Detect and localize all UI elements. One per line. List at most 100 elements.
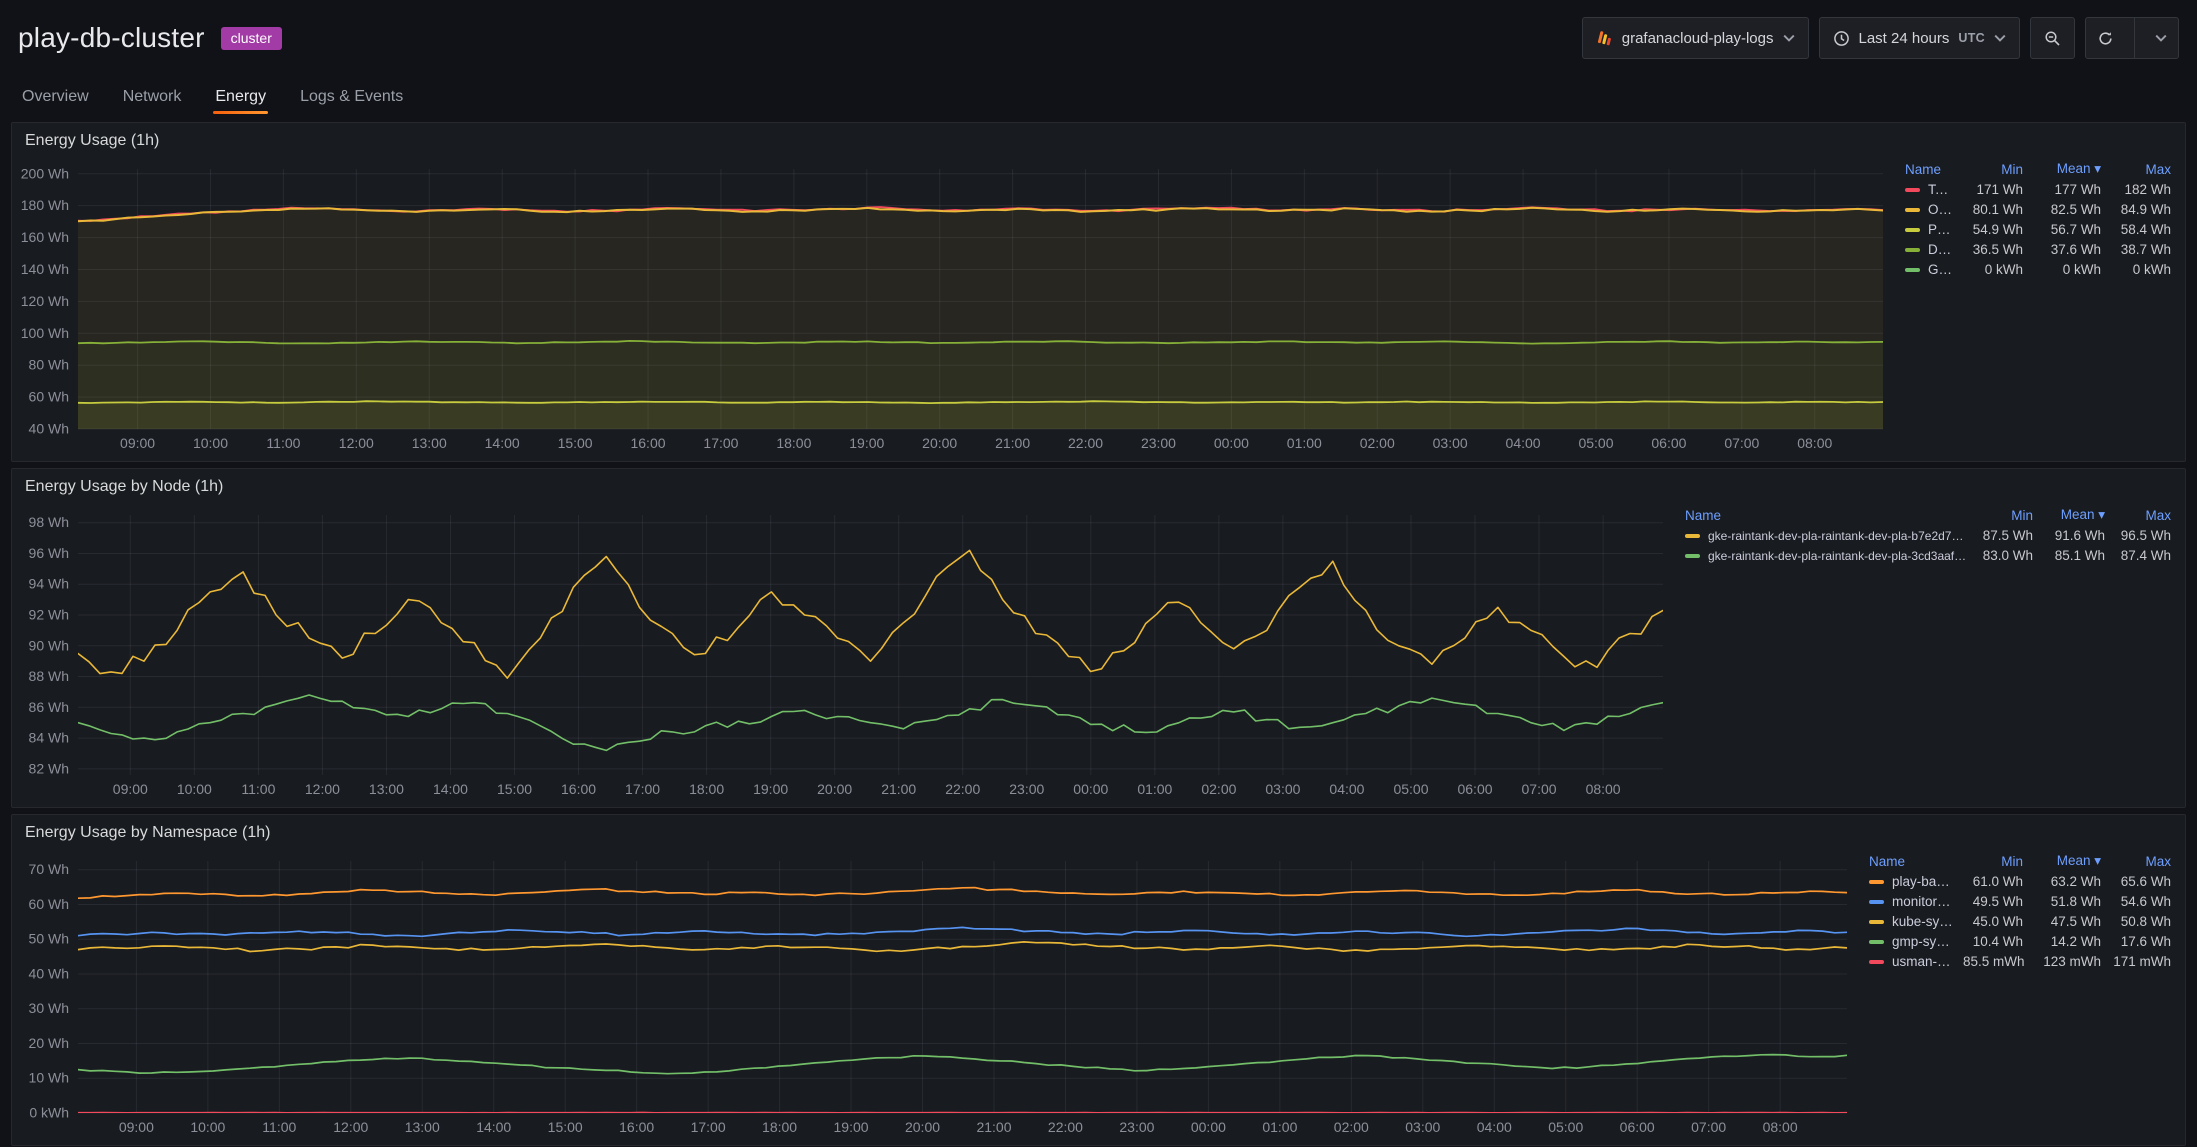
- legend-item-gmp-system[interactable]: gmp-system: [1869, 934, 1953, 949]
- panel-title[interactable]: Energy Usage by Node (1h): [25, 478, 224, 495]
- x-tick-label: 17:00: [703, 435, 738, 451]
- legend-header-mean[interactable]: Mean ▾: [2056, 161, 2101, 176]
- legend-mean-value: 63.2 Wh: [2050, 874, 2101, 889]
- x-tick-label: 14:00: [433, 781, 468, 797]
- legend-mean-value: 47.5 Wh: [2050, 914, 2101, 929]
- tab-overview[interactable]: Overview: [22, 88, 89, 105]
- y-tick-label: 60 Wh: [29, 896, 69, 912]
- y-tick-label: 0 kWh: [29, 1105, 69, 1121]
- legend-header-name[interactable]: Name: [1869, 853, 1906, 869]
- x-tick-label: 02:00: [1201, 781, 1236, 797]
- legend-item-package[interactable]: Package: [1905, 222, 1953, 237]
- legend-series-name: DRAM: [1928, 242, 1953, 257]
- energy-usage-by-namespace-chart[interactable]: 70 Wh 60 Wh 50 Wh 40 Wh 30 Wh 20 Wh 10 Wh 0 kWh…: [20, 851, 1855, 1139]
- x-tick-label: 01:00: [1287, 435, 1322, 451]
- legend-header-mean[interactable]: Mean ▾: [2056, 853, 2101, 868]
- x-tick-label: 21:00: [976, 1119, 1011, 1135]
- legend-max-value: 50.8 Wh: [2120, 914, 2171, 929]
- time-range-picker[interactable]: Last 24 hours UTC: [1818, 17, 2020, 59]
- x-tick-label: 04:00: [1477, 1119, 1512, 1135]
- refresh-interval-dropdown[interactable]: [2144, 18, 2178, 58]
- y-tick-label: 92 Wh: [29, 607, 69, 623]
- x-tick-label: 10:00: [177, 781, 212, 797]
- tab-network[interactable]: Network: [122, 88, 182, 105]
- x-tick-label: 06:00: [1651, 435, 1686, 451]
- legend-min-value: 10.4 Wh: [1972, 934, 2023, 949]
- legend-max-value: 182 Wh: [2124, 182, 2171, 197]
- legend-max-value: 54.6 Wh: [2120, 894, 2171, 909]
- y-tick-label: 82 Wh: [29, 760, 69, 776]
- datasource-picker[interactable]: grafanacloud-play-logs: [1581, 17, 1809, 59]
- series-color-swatch: [1869, 939, 1884, 944]
- x-tick-label: 19:00: [753, 781, 788, 797]
- x-tick-label: 01:00: [1137, 781, 1172, 797]
- legend-item-dram[interactable]: DRAM: [1905, 242, 1953, 257]
- legend-header-mean[interactable]: Mean ▾: [2060, 507, 2105, 522]
- legend-item-gpu[interactable]: GPU: [1905, 262, 1953, 277]
- x-tick-label: 10:00: [193, 435, 228, 451]
- energy-usage-chart[interactable]: 200 Wh 180 Wh 160 Wh 140 Wh 120 Wh 100 Wh 80 W…: [20, 159, 1891, 455]
- x-tick-label: 20:00: [922, 435, 957, 451]
- legend-min-value: 83.0 Wh: [1982, 548, 2033, 563]
- series-color-swatch: [1905, 187, 1920, 192]
- y-tick-label: 120 Wh: [21, 293, 69, 309]
- legend-item-total[interactable]: Total: [1905, 182, 1953, 197]
- zoom-out-button[interactable]: [2030, 17, 2075, 59]
- x-tick-label: 17:00: [691, 1119, 726, 1135]
- dashboard-tabs: Overview Network Energy Logs & Events: [20, 76, 405, 118]
- tab-logs-events[interactable]: Logs & Events: [300, 88, 404, 105]
- x-tick-label: 09:00: [120, 435, 155, 451]
- legend-item-monitoring[interactable]: monitoring: [1869, 894, 1953, 909]
- panel-title[interactable]: Energy Usage (1h): [25, 132, 160, 149]
- legend-item-usman-sandbox[interactable]: usman-sandbox: [1869, 954, 1953, 969]
- legend-series-name: Other: [1928, 202, 1953, 217]
- series-line-dram: [78, 340, 1883, 429]
- x-tick-label: 09:00: [119, 1119, 154, 1135]
- legend-mean-value: 123 mWh: [2043, 954, 2101, 969]
- series-line-other: [78, 206, 1883, 429]
- legend-header-max[interactable]: Max: [2145, 507, 2171, 523]
- legend-item-other[interactable]: Other: [1905, 202, 1953, 217]
- page-title: play-db-cluster: [18, 22, 205, 53]
- legend-header-min[interactable]: Min: [2001, 161, 2023, 177]
- x-tick-label: 02:00: [1334, 1119, 1369, 1135]
- x-tick-label: 18:00: [762, 1119, 797, 1135]
- legend-header-min[interactable]: Min: [2001, 853, 2023, 869]
- x-tick-label: 00:00: [1191, 1119, 1226, 1135]
- y-tick-label: 10 Wh: [29, 1070, 69, 1086]
- x-tick-label: 11:00: [266, 435, 300, 451]
- x-tick-label: 14:00: [476, 1119, 511, 1135]
- tab-energy[interactable]: Energy: [213, 76, 268, 118]
- x-tick-label: 14:00: [485, 435, 520, 451]
- y-tick-label: 90 Wh: [29, 637, 69, 653]
- panel-energy-usage-by-namespace: Energy Usage by Namespace (1h) 70 Wh 60 W…: [11, 814, 2186, 1146]
- legend-header-max[interactable]: Max: [2145, 853, 2171, 869]
- legend-max-value: 87.4 Wh: [2120, 548, 2171, 563]
- y-tick-label: 50 Wh: [29, 931, 69, 947]
- x-tick-label: 15:00: [548, 1119, 583, 1135]
- x-tick-label: 08:00: [1586, 781, 1621, 797]
- panel-energy-usage: Energy Usage (1h) 200 Wh 180 Wh 160 Wh 140 …: [11, 122, 2186, 462]
- series-line-monitoring: [78, 926, 1847, 938]
- legend-item-play-backends[interactable]: play-backends: [1869, 874, 1953, 889]
- datasource-label: grafanacloud-play-logs: [1621, 29, 1774, 47]
- x-tick-label: 12:00: [305, 781, 340, 797]
- panel-title[interactable]: Energy Usage by Namespace (1h): [25, 824, 271, 841]
- y-tick-label: 96 Wh: [29, 545, 69, 561]
- legend-header-max[interactable]: Max: [2145, 161, 2171, 177]
- legend-header-name[interactable]: Name: [1905, 161, 1942, 177]
- legend-item-gke-raintank-dev-pla-raintank-dev-pla-3c[interactable]: gke-raintank-dev-pla-raintank-dev-pla-3c…: [1685, 549, 1967, 563]
- refresh-button[interactable]: [2086, 18, 2125, 58]
- y-tick-label: 180 Wh: [21, 197, 69, 213]
- legend-item-kube-system[interactable]: kube-system: [1869, 914, 1953, 929]
- y-tick-label: 86 Wh: [29, 699, 69, 715]
- legend-header-min[interactable]: Min: [2011, 507, 2033, 523]
- series-color-swatch: [1905, 267, 1920, 272]
- x-tick-label: 17:00: [625, 781, 660, 797]
- legend-header-name[interactable]: Name: [1685, 507, 1722, 523]
- x-tick-label: 02:00: [1360, 435, 1395, 451]
- x-tick-label: 12:00: [333, 1119, 368, 1135]
- energy-usage-by-node-chart[interactable]: 98 Wh 96 Wh 94 Wh 92 Wh 90 Wh 88 Wh 86 Wh 84 Wh…: [20, 505, 1671, 801]
- legend-item-gke-raintank-dev-pla-raintank-dev-pla-b7[interactable]: gke-raintank-dev-pla-raintank-dev-pla-b7…: [1685, 529, 1967, 543]
- x-tick-label: 05:00: [1548, 1119, 1583, 1135]
